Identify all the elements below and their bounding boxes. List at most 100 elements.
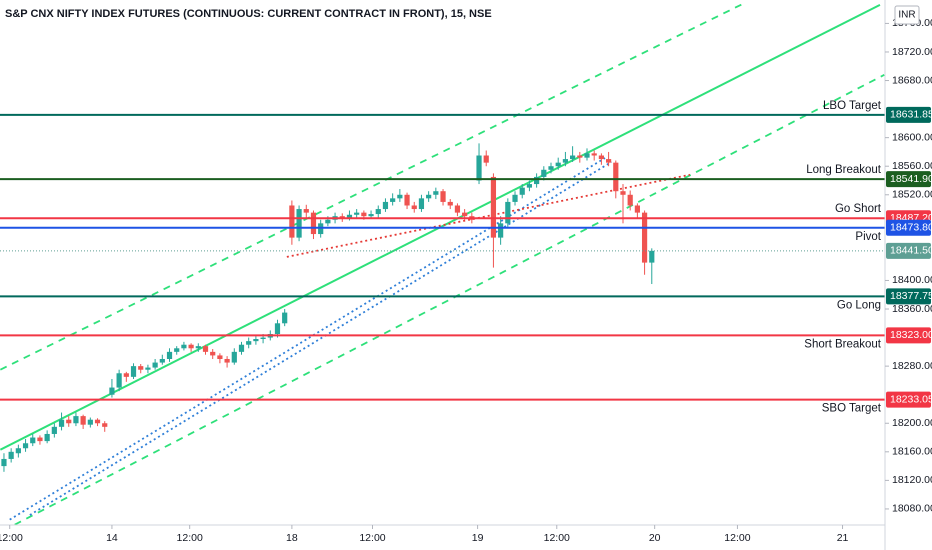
candle-body [411,205,417,210]
y-tick-label: 18680.00 [892,74,932,86]
y-tick-label: 18600.00 [892,131,932,143]
candle-body [58,419,65,427]
y-tick-label: 18120.00 [892,474,932,486]
x-tick-label: 12:00 [724,532,750,544]
level-price-label: 18233.05 [890,393,932,405]
y-tick-label: 18360.00 [892,303,932,315]
candle-body [296,209,302,238]
x-tick-label: 18 [286,532,298,544]
candle-body [526,184,533,188]
candle-body [483,155,489,163]
candle-body [94,419,101,424]
candle-body [541,169,547,177]
level-price-label: 18473.80 [890,222,932,234]
level-name: Long Breakout [806,164,882,176]
x-tick-label: 19 [472,532,484,544]
currency-box[interactable] [894,5,920,25]
candle-body [303,209,309,213]
level-price-box [886,391,931,408]
candle-body [505,201,511,224]
candle-body [649,250,655,263]
level-name: LBO Target [823,100,882,112]
candle-body [51,426,57,434]
x-tick-label: 12:00 [544,532,570,544]
level-price-label: 18541.90 [890,173,932,185]
candle-body [570,155,576,160]
candle-body [289,205,295,238]
level-price-box [886,171,931,188]
candle-body [519,187,525,195]
candle-body [447,201,453,206]
level-price-label: 18631.85 [890,109,932,121]
x-tick-label: 21 [837,532,849,544]
level-name: Short Breakout [804,338,882,350]
candle-body [339,216,345,218]
trendline [0,2,746,371]
candle-body [462,212,468,217]
candle-body [44,433,50,442]
candle-body [80,416,86,425]
candle-body [390,198,396,202]
candle-body [361,212,367,217]
candle-body [224,358,230,363]
candle-body [217,355,223,359]
candle-body [145,367,151,370]
candle-body [418,198,425,210]
trendline [29,161,612,516]
candle-body [274,323,281,335]
candle-body [246,341,252,345]
candle-body [73,416,79,424]
candle-body [498,223,504,238]
level-name: Go Short [835,203,882,215]
last-price-label: 18441.50 [890,245,932,257]
candle-body [109,387,115,395]
candle-body [238,344,245,352]
candle-body [641,212,648,263]
y-tick-label: 18280.00 [892,360,932,372]
y-tick-label: 18520.00 [892,189,932,201]
candle-body [368,214,374,217]
candle-body [102,423,108,427]
candle-body [433,191,439,195]
y-tick-label: 18160.00 [892,446,932,458]
candle-body [138,366,144,370]
x-tick-label: 14 [106,532,118,544]
candle-body [282,312,288,324]
candle-body [426,194,432,199]
candle-body [325,219,331,224]
x-tick-label: 12:00 [177,532,203,544]
axes: 18760.0018720.0018680.0018600.0018560.00… [0,17,932,544]
candle-body [548,166,554,170]
y-tick-label: 18720.00 [892,46,932,58]
level-price-box [886,288,931,305]
candle-body [620,191,626,195]
candle-body [584,153,590,158]
candle-body [87,419,93,425]
y-tick-label: 18400.00 [892,274,932,286]
level-name: SBO Target [822,403,882,415]
candle-body [166,351,173,359]
level-price-label: 18377.75 [890,290,932,302]
y-tick-label: 18560.00 [892,160,932,172]
candle-body [490,176,497,238]
candle-body [37,437,43,442]
candle-body [210,351,216,356]
candle-body [634,205,640,213]
candle-body [260,337,266,340]
last-price-box [886,242,931,259]
plot-area [0,2,885,525]
candle-body [512,194,518,202]
candle-body [123,373,129,377]
candle-body [231,351,237,363]
candle-body [310,212,317,235]
candle-body [354,212,360,215]
candle-body [188,344,194,349]
candle-body [130,366,137,377]
candle-body [404,194,410,206]
candle-body [174,348,180,352]
candle-body [66,419,72,424]
candle-body [382,201,389,210]
level-name: Go Long [837,299,881,311]
